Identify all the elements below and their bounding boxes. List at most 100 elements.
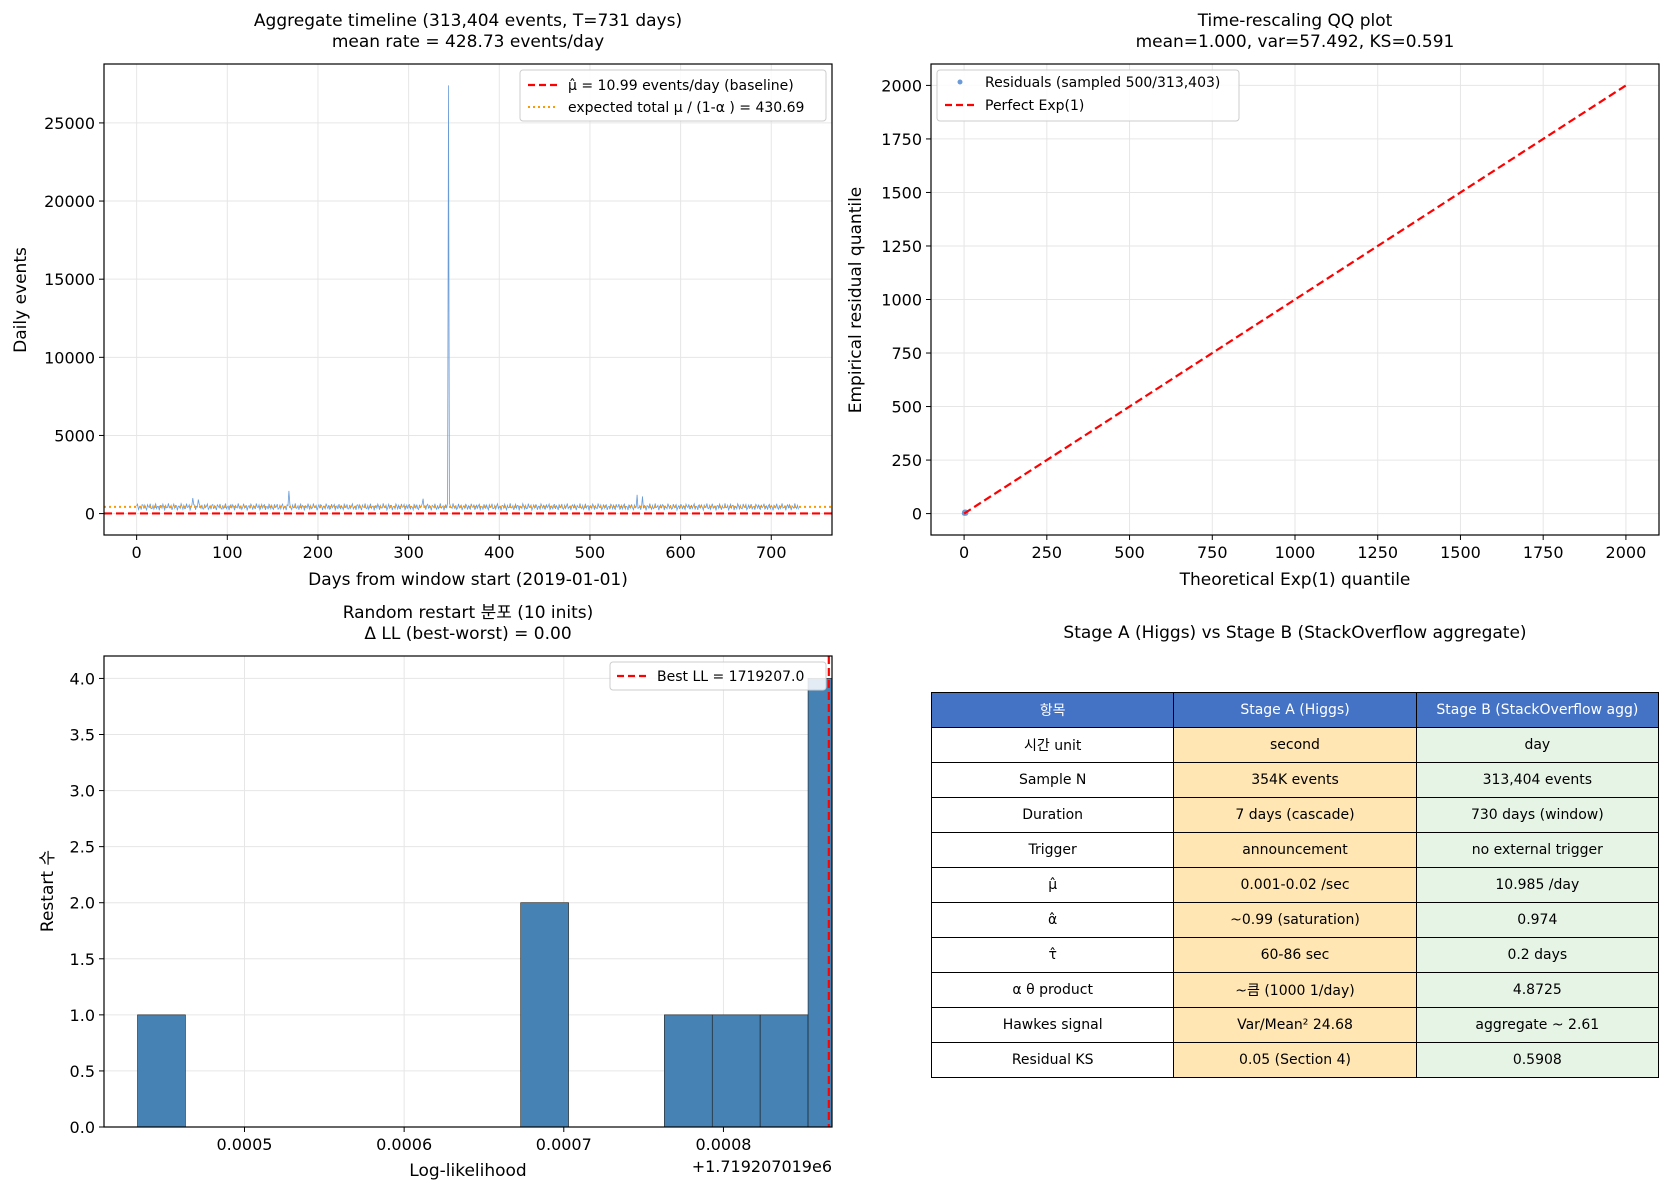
- y-tick-label: 250: [891, 451, 922, 470]
- x-tick-label: 0.0008: [695, 1135, 751, 1154]
- qq-ylabel: Empirical residual quantile: [846, 187, 866, 414]
- hist-bar: [759, 1014, 809, 1128]
- timeline-legend-expected: expected total μ / (1-α ) = 430.69: [568, 100, 804, 116]
- table-cell-stage-a: 7 days (cascade): [1173, 797, 1417, 833]
- x-tick-label: 0.0005: [216, 1135, 272, 1154]
- qq-subtitle: mean=1.000, var=57.492, KS=0.591: [1136, 32, 1455, 52]
- timeline-plot-frame: [103, 63, 833, 536]
- hist-offset-label: +1.719207019e6: [692, 1157, 832, 1176]
- table-cell-stage-a: ~큼 (1000 1/day): [1173, 972, 1417, 1008]
- x-tick-label: 0.0007: [536, 1135, 592, 1154]
- table-cell-stage-b: 730 days (window): [1415, 797, 1660, 833]
- x-tick-label: 500: [575, 543, 606, 562]
- table-row: 시간 unit second day: [930, 727, 1660, 763]
- qq-grid: [931, 64, 1659, 535]
- table-cell-stage-b: 0.2 days: [1415, 937, 1660, 973]
- table-cell-stage-a: announcement: [1173, 832, 1417, 868]
- y-tick-label: 0: [912, 505, 922, 524]
- y-tick-label: 0: [85, 505, 95, 524]
- table-header-stage-b: Stage B (StackOverflow agg): [1415, 692, 1660, 728]
- table-cell-item: Hawkes signal: [930, 1007, 1175, 1043]
- table-cell-item: 시간 unit: [930, 727, 1175, 763]
- table-cell-stage-b: 10.985 /day: [1415, 867, 1660, 903]
- qq-legend-points: Residuals (sampled 500/313,403): [985, 75, 1220, 91]
- y-tick-label: 1.5: [70, 950, 95, 969]
- x-tick-label: 300: [393, 543, 424, 562]
- table-row: α̂ ~0.99 (saturation) 0.974: [930, 902, 1660, 938]
- y-tick-label: 20000: [44, 192, 95, 211]
- y-tick-label: 1.0: [70, 1006, 95, 1025]
- hist-marks: [137, 656, 833, 1128]
- qq-plot-frame: [930, 63, 1660, 536]
- hist-bar: [520, 902, 569, 1128]
- y-tick-label: 25000: [44, 114, 95, 133]
- y-tick-label: 5000: [54, 426, 95, 445]
- table-cell-stage-a: ~0.99 (saturation): [1173, 902, 1417, 938]
- y-tick-label: 1500: [881, 183, 922, 202]
- qq-xlabel: Theoretical Exp(1) quantile: [1179, 570, 1411, 590]
- table-row: α θ product ~큼 (1000 1/day) 4.8725: [930, 972, 1660, 1008]
- table-cell-stage-b: 0.5908: [1415, 1042, 1660, 1078]
- x-tick-label: 200: [303, 543, 334, 562]
- y-tick-label: 2000: [881, 76, 922, 95]
- x-tick-label: 600: [665, 543, 696, 562]
- qq-chart: Time-rescaling QQ plot mean=1.000, var=5…: [846, 11, 1660, 590]
- y-tick-label: 0.5: [70, 1062, 95, 1081]
- table-title: Stage A (Higgs) vs Stage B (StackOverflo…: [1063, 623, 1526, 643]
- x-tick-label: 100: [212, 543, 243, 562]
- timeline-ylabel: Daily events: [11, 247, 31, 353]
- x-tick-label: 250: [1032, 543, 1063, 562]
- y-tick-label: 2.5: [70, 838, 95, 857]
- table-row: Duration 7 days (cascade) 730 days (window…: [930, 797, 1660, 833]
- x-tick-label: 0: [959, 543, 969, 562]
- qq-marks: [961, 84, 1627, 516]
- hist-ticks: 0.0005 0.0006 0.0007 0.0008 0.0 0.5 1.0 1.5 2.0 2…: [70, 669, 752, 1154]
- table-cell-item: τ̂: [930, 937, 1175, 973]
- qq-legend-points-swatch: [957, 79, 963, 85]
- x-tick-label: 2000: [1606, 543, 1647, 562]
- qq-title: Time-rescaling QQ plot: [1197, 11, 1393, 31]
- comparison-table: 항목 Stage A (Higgs) Stage B (StackOverflo…: [930, 692, 1660, 1078]
- y-tick-label: 15000: [44, 270, 95, 289]
- hist-plot-frame: [103, 655, 833, 1128]
- x-tick-label: 500: [1114, 543, 1145, 562]
- table-cell-item: Residual KS: [930, 1042, 1175, 1078]
- comparison-table-wrap: 항목 Stage A (Higgs) Stage B (StackOverflo…: [930, 692, 1660, 1078]
- y-tick-label: 2.0: [70, 894, 95, 913]
- table-cell-stage-a: 60-86 sec: [1173, 937, 1417, 973]
- hist-ylabel: Restart 수: [38, 850, 58, 932]
- table-header-stage-a: Stage A (Higgs): [1173, 692, 1417, 728]
- table-row: μ̂ 0.001-0.02 /sec 10.985 /day: [930, 867, 1660, 903]
- x-tick-label: 1250: [1357, 543, 1398, 562]
- table-row: Sample N 354K events 313,404 events: [930, 762, 1660, 798]
- x-tick-label: 1000: [1275, 543, 1316, 562]
- qq-legend-ref: Perfect Exp(1): [985, 98, 1084, 114]
- hist-bar: [137, 1014, 186, 1128]
- y-tick-label: 500: [891, 398, 922, 417]
- table-cell-item: μ̂: [930, 867, 1175, 903]
- x-tick-label: 1500: [1440, 543, 1481, 562]
- table-cell-item: α̂: [930, 902, 1175, 938]
- timeline-legend: μ̂ = 10.99 events/day (baseline) expecte…: [519, 69, 827, 122]
- timeline-title: Aggregate timeline (313,404 events, T=73…: [254, 11, 682, 31]
- table-cell-stage-b: no external trigger: [1415, 832, 1660, 868]
- table-cell-stage-a: Var/Mean² 24.68: [1173, 1007, 1417, 1043]
- y-tick-label: 1250: [881, 237, 922, 256]
- x-tick-label: 1750: [1523, 543, 1564, 562]
- hist-xlabel: Log-likelihood: [409, 1161, 526, 1181]
- timeline-legend-baseline: μ̂ = 10.99 events/day (baseline): [568, 78, 794, 94]
- table-cell-stage-b: 4.8725: [1415, 972, 1660, 1008]
- hist-bar: [711, 1014, 761, 1128]
- hist-legend-best: Best LL = 1719207.0: [657, 669, 804, 685]
- timeline-marks: [104, 85, 832, 515]
- table-row: Trigger announcement no external trigger: [930, 832, 1660, 868]
- table-cell-item: Trigger: [930, 832, 1175, 868]
- y-tick-label: 3.5: [70, 726, 95, 745]
- timeline-grid: [104, 64, 832, 535]
- table-cell-stage-b: day: [1415, 727, 1660, 763]
- table-row: Residual KS 0.05 (Section 4) 0.5908: [930, 1042, 1660, 1078]
- y-tick-label: 750: [891, 344, 922, 363]
- table-cell-stage-a: 0.001-0.02 /sec: [1173, 867, 1417, 903]
- qq-ticks: 0 250 500 750 1000 1250 1500 1750 2000 0 250 500 750…: [881, 76, 1646, 562]
- table-cell-item: Sample N: [930, 762, 1175, 798]
